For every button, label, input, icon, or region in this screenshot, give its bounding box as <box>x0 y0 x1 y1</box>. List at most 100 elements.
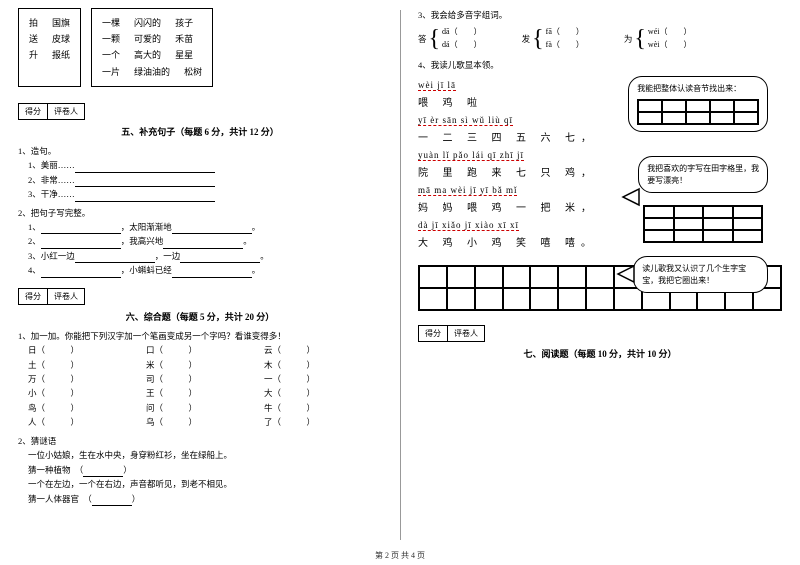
polyphonic-item: 为{wéi（ ）wèi（ ） <box>624 26 692 52</box>
label: 1、美丽…… <box>28 160 75 170</box>
question-5-2: 2、把句子写完整。 1、，太阳渐渐地。 2、，我高兴地。 3、小红一边，一边。 … <box>18 206 382 278</box>
blank[interactable] <box>75 253 155 263</box>
char-cell[interactable]: 司（ ） <box>146 372 264 386</box>
blank[interactable] <box>180 253 260 263</box>
blank[interactable] <box>83 467 123 477</box>
score-box-6: 得分 评卷人 <box>18 288 85 305</box>
pinyin-line: wèi jī lā <box>418 80 618 90</box>
char-row: 日（ ）口（ ）云（ ） <box>28 343 382 357</box>
char-cell[interactable]: 木（ ） <box>264 358 382 372</box>
hanzi-line: 喂 鸡 啦 <box>418 94 618 109</box>
t: 4、 <box>28 265 41 275</box>
polyphonic-row: 答{dā（ ）dá（ ）发{fā（ ）fà（ ）为{wéi（ ）wèi（ ） <box>418 26 782 52</box>
brace-icon: { <box>532 33 544 45</box>
word-boxes: 拍国旗 送皮球 升报纸 一棵闪闪的孩子 一颗可爱的禾苗 一个高大的星星 一片绿油… <box>18 8 382 87</box>
left-column: 拍国旗 送皮球 升报纸 一棵闪闪的孩子 一颗可爱的禾苗 一个高大的星星 一片绿油… <box>0 0 400 545</box>
item: 2、 ，我高兴地 。 <box>28 234 382 248</box>
char-cell[interactable]: 人（ ） <box>28 415 146 429</box>
blank[interactable] <box>163 239 243 249</box>
riddle-answer: 猜一种植物 （） <box>28 463 382 477</box>
char-cell[interactable]: 王（ ） <box>146 386 264 400</box>
readings[interactable]: wéi（ ）wèi（ ） <box>648 26 692 52</box>
pinyin-grid[interactable] <box>637 99 759 125</box>
blank[interactable] <box>75 192 215 202</box>
char: 发 <box>522 33 531 45</box>
char-row: 万（ ）司（ ）一（ ） <box>28 372 382 386</box>
item: 1、美丽…… <box>28 158 382 172</box>
char-cell[interactable]: 鸟（ ） <box>28 401 146 415</box>
char-cell[interactable]: 土（ ） <box>28 358 146 372</box>
polyphonic-item: 发{fā（ ）fà（ ） <box>522 26 584 52</box>
question-6-2: 2、猜谜语 一位小姑娘，生在水中央，身穿粉红衫，坐在绿船上。 猜一种植物 （） … <box>18 434 382 506</box>
t: 猜一种植物 <box>28 465 71 475</box>
char-cell[interactable]: 日（ ） <box>28 343 146 357</box>
cell: 升 <box>29 47 38 63</box>
question-6-1: 1、加一加。你能把下列汉字加一个笔画变成另一个字吗？看谁变得多！ 日（ ）口（ … <box>18 329 382 430</box>
char-cell[interactable]: 万（ ） <box>28 372 146 386</box>
pinyin-line: yuàn lǐ pǎo lái qī zhī jī <box>418 150 618 160</box>
q-text: 1、造句。 <box>18 144 382 158</box>
item: 3、小红一边，一边。 <box>28 249 382 263</box>
cell: 一片 <box>102 64 120 80</box>
char-cell[interactable]: 乌（ ） <box>146 415 264 429</box>
cell: 国旗 <box>52 15 70 31</box>
score-label: 得分 <box>19 289 48 304</box>
char-cell[interactable]: 云（ ） <box>264 343 382 357</box>
riddle-line: 一位小姑娘，生在水中央，身穿粉红衫，坐在绿船上。 <box>28 448 382 462</box>
char-cell[interactable]: 一（ ） <box>264 372 382 386</box>
t: 2、 <box>28 236 41 246</box>
label: 3、干净…… <box>28 189 75 199</box>
char-cell[interactable]: 了（ ） <box>264 415 382 429</box>
t: 1、 <box>28 222 41 232</box>
char-cell[interactable]: 米（ ） <box>146 358 264 372</box>
char-cell[interactable]: 牛（ ） <box>264 401 382 415</box>
q-text: 2、猜谜语 <box>18 434 382 448</box>
blank[interactable] <box>75 163 215 173</box>
readings[interactable]: fā（ ）fà（ ） <box>546 26 584 52</box>
cell: 星星 <box>175 47 193 63</box>
blank[interactable] <box>41 239 121 249</box>
score-label: 得分 <box>419 326 448 341</box>
readings[interactable]: dā（ ）dá（ ） <box>442 26 482 52</box>
char-cell[interactable]: 大（ ） <box>264 386 382 400</box>
grader-label: 评卷人 <box>48 289 84 304</box>
question-5-1: 1、造句。 1、美丽…… 2、非常…… 3、干净…… <box>18 144 382 202</box>
bubble-1: 我能把整体认读音节找出来： <box>628 76 768 131</box>
question-4: 4、我读儿歌显本领。 <box>418 58 782 72</box>
blank[interactable] <box>172 224 252 234</box>
char-cell[interactable]: 小（ ） <box>28 386 146 400</box>
blank[interactable] <box>172 268 252 278</box>
char-cell[interactable]: 口（ ） <box>146 343 264 357</box>
section-7-title: 七、阅读题（每题 10 分，共计 10 分） <box>418 347 782 360</box>
tianzi-grid[interactable] <box>643 205 763 243</box>
cell: 送 <box>29 31 38 47</box>
polyphonic-item: 答{dā（ ）dá（ ） <box>418 26 482 52</box>
cell: 一棵 <box>102 15 120 31</box>
blank[interactable] <box>75 177 215 187</box>
t: 。 <box>243 236 252 246</box>
poem-area: wèi jī lā喂 鸡 啦yī èr sān sì wǔ liù qī一 二 … <box>418 76 782 255</box>
hanzi-line: 一 二 三 四 五 六 七， <box>418 129 618 144</box>
bubble-text: 读儿歌我又认识了几个生字宝宝，我把它圈出来！ <box>642 263 759 285</box>
cell: 孩子 <box>175 15 193 31</box>
blank[interactable] <box>41 268 121 278</box>
bubble-tail-icon <box>616 264 636 284</box>
char: 答 <box>418 33 427 45</box>
score-box-5: 得分 评卷人 <box>18 103 85 120</box>
hanzi-line: 妈 妈 喂 鸡 一 把 米， <box>418 199 618 214</box>
page-footer: 第 2 页 共 4 页 <box>0 550 800 561</box>
t: ，小蝌蚪已经 <box>121 265 172 275</box>
pinyin-line: dà jī xiǎo jī xiào xī xī <box>418 220 618 230</box>
t: ，我高兴地 <box>121 236 164 246</box>
blank[interactable] <box>92 496 132 506</box>
pinyin-line: mā ma wèi jī yī bǎ mǐ <box>418 185 618 195</box>
t: 。 <box>252 265 261 275</box>
word-box-1: 拍国旗 送皮球 升报纸 <box>18 8 81 87</box>
bubble-2: 我把喜欢的字写在田字格里，我要写漂亮！ <box>638 156 768 192</box>
char-grid: 日（ ）口（ ）云（ ）土（ ）米（ ）木（ ）万（ ）司（ ）一（ ）小（ ）… <box>18 343 382 430</box>
blank[interactable] <box>41 224 121 234</box>
score-box-7: 得分 评卷人 <box>418 325 485 342</box>
cell: 可爱的 <box>134 31 161 47</box>
char-cell[interactable]: 问（ ） <box>146 401 264 415</box>
t: 。 <box>260 251 269 261</box>
